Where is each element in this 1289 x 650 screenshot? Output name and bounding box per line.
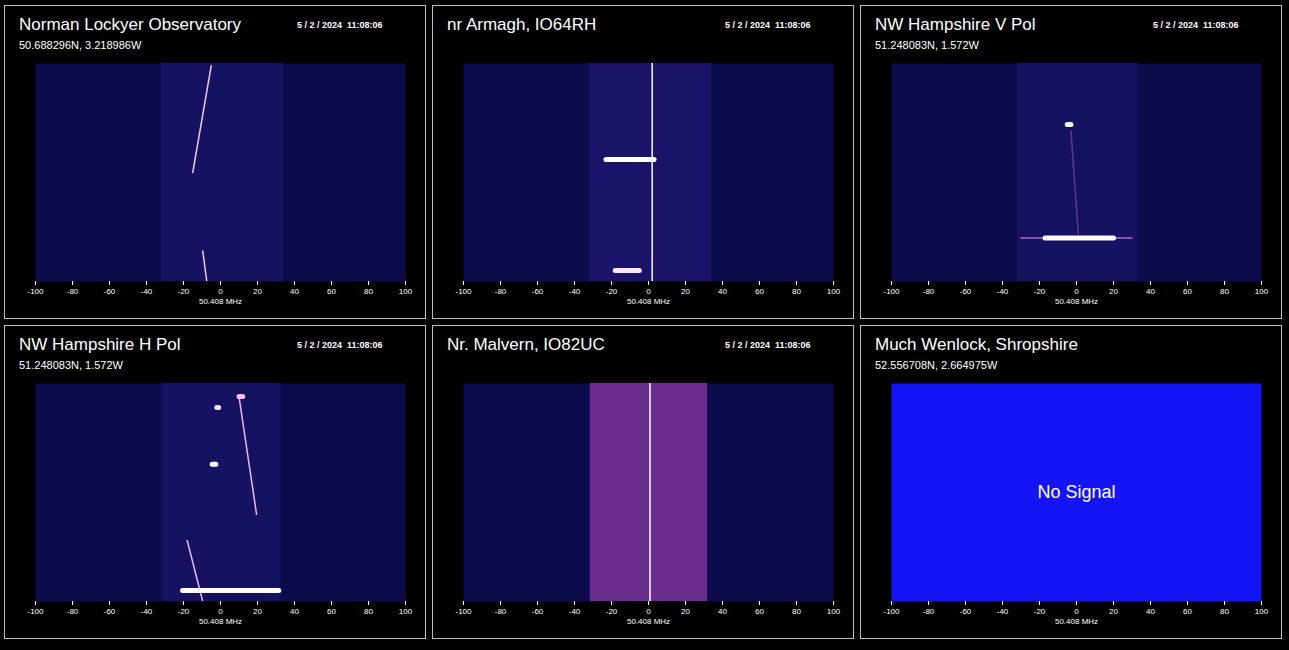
svg-text:0: 0	[1074, 607, 1079, 616]
svg-text:-40: -40	[141, 607, 153, 616]
svg-text:-100: -100	[455, 607, 472, 616]
svg-text:-20: -20	[606, 607, 618, 616]
svg-text:40: 40	[1146, 607, 1155, 616]
svg-text:-80: -80	[495, 287, 507, 296]
html-text:5 / 2 / 2024 11:08:06: 5 / 2 / 2024 11:08:06	[1153, 20, 1239, 30]
svg-text:40: 40	[290, 607, 299, 616]
svg-text:40: 40	[1146, 287, 1155, 296]
svg-text:20: 20	[681, 607, 690, 616]
html-text:5 / 2 / 2024 11:08:06: 5 / 2 / 2024 11:08:06	[297, 20, 383, 30]
html-text:5 / 2 / 2024 11:08:06: 5 / 2 / 2024 11:08:06	[297, 340, 383, 350]
svg-text:50.408 MHz: 50.408 MHz	[627, 297, 670, 306]
svg-text:40: 40	[718, 287, 727, 296]
svg-text:-60: -60	[960, 287, 972, 296]
svg-text:80: 80	[792, 607, 801, 616]
svg-text:-60: -60	[532, 287, 544, 296]
html-text:51.248083N, 1.572W: 51.248083N, 1.572W	[875, 39, 979, 51]
svg-text:50.408 MHz: 50.408 MHz	[1055, 297, 1098, 306]
svg-text:-80: -80	[67, 287, 79, 296]
svg-text:-100: -100	[883, 287, 900, 296]
html-text:NW Hampshire V Pol: NW Hampshire V Pol	[875, 15, 1036, 34]
svg-text:-60: -60	[960, 607, 972, 616]
svg-text:60: 60	[327, 287, 336, 296]
html-text:50.688296N, 3.218986W: 50.688296N, 3.218986W	[19, 39, 142, 51]
svg-text:-20: -20	[178, 607, 190, 616]
svg-text:-80: -80	[923, 607, 935, 616]
svg-text:20: 20	[681, 287, 690, 296]
svg-text:-20: -20	[606, 287, 618, 296]
svg-text:-40: -40	[569, 607, 581, 616]
svg-text:20: 20	[1109, 607, 1118, 616]
svg-text:0: 0	[218, 287, 223, 296]
svg-text:80: 80	[1220, 607, 1229, 616]
svg-text:-100: -100	[27, 287, 44, 296]
svg-text:80: 80	[364, 607, 373, 616]
html-text:nr Armagh, IO64RH: nr Armagh, IO64RH	[447, 15, 597, 34]
svg-text:0: 0	[1074, 287, 1079, 296]
svg-text:40: 40	[290, 287, 299, 296]
svg-text:-80: -80	[923, 287, 935, 296]
html-text:Norman Lockyer Observatory: Norman Lockyer Observatory	[19, 15, 241, 34]
svg-text:60: 60	[327, 607, 336, 616]
svg-text:-40: -40	[569, 287, 581, 296]
svg-text:50.408 MHz: 50.408 MHz	[199, 617, 242, 626]
svg-text:60: 60	[755, 607, 764, 616]
svg-text:20: 20	[253, 607, 262, 616]
svg-text:100: 100	[399, 287, 413, 296]
html-text:5 / 2 / 2024 11:08:06: 5 / 2 / 2024 11:08:06	[725, 20, 811, 30]
html-text:52.556708N, 2.664975W: 52.556708N, 2.664975W	[875, 359, 998, 371]
svg-text:100: 100	[1255, 607, 1269, 616]
html-text:51.248083N, 1.572W: 51.248083N, 1.572W	[19, 359, 123, 371]
html-text:Much Wenlock, Shropshire: Much Wenlock, Shropshire	[875, 335, 1078, 354]
svg-text:60: 60	[1183, 287, 1192, 296]
svg-text:0: 0	[218, 607, 223, 616]
svg-text:100: 100	[399, 607, 413, 616]
svg-text:No Signal: No Signal	[1037, 482, 1115, 502]
html-text:5 / 2 / 2024 11:08:06: 5 / 2 / 2024 11:08:06	[725, 340, 811, 350]
svg-text:-20: -20	[1034, 287, 1046, 296]
svg-text:-80: -80	[67, 607, 79, 616]
svg-text:-40: -40	[997, 607, 1009, 616]
html-text:Nr. Malvern, IO82UC: Nr. Malvern, IO82UC	[447, 335, 605, 354]
svg-text:-20: -20	[178, 287, 190, 296]
svg-text:-40: -40	[141, 287, 153, 296]
svg-text:80: 80	[1220, 287, 1229, 296]
svg-text:100: 100	[827, 287, 841, 296]
svg-text:-40: -40	[997, 287, 1009, 296]
svg-text:20: 20	[253, 287, 262, 296]
svg-text:50.408 MHz: 50.408 MHz	[1055, 617, 1098, 626]
svg-text:80: 80	[792, 287, 801, 296]
svg-text:-80: -80	[495, 607, 507, 616]
svg-text:80: 80	[364, 287, 373, 296]
svg-text:40: 40	[718, 607, 727, 616]
svg-text:-60: -60	[104, 607, 116, 616]
svg-text:-100: -100	[883, 607, 900, 616]
html-text:NW Hampshire H Pol: NW Hampshire H Pol	[19, 335, 181, 354]
svg-text:60: 60	[755, 287, 764, 296]
svg-text:20: 20	[1109, 287, 1118, 296]
svg-text:50.408 MHz: 50.408 MHz	[199, 297, 242, 306]
svg-text:-100: -100	[27, 607, 44, 616]
svg-text:50.408 MHz: 50.408 MHz	[627, 617, 670, 626]
svg-text:0: 0	[646, 607, 651, 616]
svg-text:-60: -60	[104, 287, 116, 296]
svg-text:-100: -100	[455, 287, 472, 296]
svg-text:60: 60	[1183, 607, 1192, 616]
svg-text:100: 100	[1255, 287, 1269, 296]
svg-text:-60: -60	[532, 607, 544, 616]
svg-text:100: 100	[827, 607, 841, 616]
svg-text:0: 0	[646, 287, 651, 296]
svg-text:-20: -20	[1034, 607, 1046, 616]
